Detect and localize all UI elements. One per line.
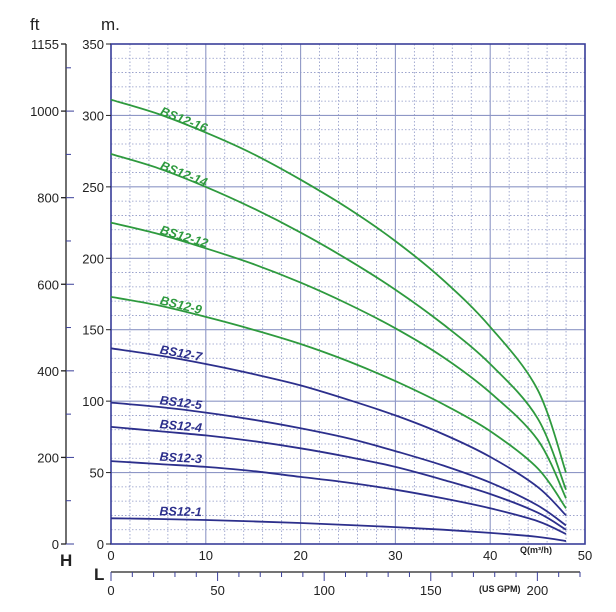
curve-bs12-12 xyxy=(110,221,567,499)
plot-background xyxy=(111,44,585,544)
curve-label-bs12-5: BS12-5 xyxy=(159,393,204,412)
tick-label-ft: 200 xyxy=(37,450,59,465)
tick-label-m: 350 xyxy=(82,37,104,52)
curve-bs12-4 xyxy=(110,426,567,531)
tick-label-ft: 1000 xyxy=(30,104,59,119)
curve-bs12-7 xyxy=(110,347,567,517)
tick-label-gpm: 200 xyxy=(527,583,549,598)
x-axis-gpm: 0 50 100 150 200 xyxy=(107,571,581,598)
tick-label-gpm: 100 xyxy=(313,583,335,598)
tick-label-m: 100 xyxy=(82,394,104,409)
tick-label-m: 200 xyxy=(82,251,104,266)
curve-bs12-9 xyxy=(110,296,567,509)
tick-label-ft: 600 xyxy=(37,277,59,292)
length-letter: L xyxy=(94,565,104,584)
tick-label-m: 150 xyxy=(82,323,104,338)
y-axis-feet: 0 200 400 600 800 1000 1155 xyxy=(30,37,74,552)
curve-label-bs12-1: BS12-1 xyxy=(159,504,202,519)
tick-label-ft: 1155 xyxy=(31,37,59,52)
curve-bs12-14 xyxy=(110,153,567,491)
flow-unit-label: Q(m³/h) xyxy=(520,545,552,555)
tick-label-flow: 20 xyxy=(293,548,307,563)
curves xyxy=(110,98,567,542)
curve-bs12-1 xyxy=(110,517,567,542)
curve-label-bs12-3: BS12-3 xyxy=(159,450,202,466)
tick-label-flow: 40 xyxy=(483,548,497,563)
curve-label-bs12-4: BS12-4 xyxy=(159,417,203,435)
tick-label-m: 250 xyxy=(82,180,104,195)
curve-bs12-16 xyxy=(110,98,567,473)
curve-bs12-5 xyxy=(110,401,567,527)
x-axis-flow: 0 10 20 30 40 50 xyxy=(107,548,592,563)
tick-label-ft: 400 xyxy=(37,364,59,379)
tick-label-flow: 0 xyxy=(107,548,114,563)
y-unit-feet: ft xyxy=(30,15,40,34)
y-unit-meters: m. xyxy=(101,15,120,34)
y-axis-meters: 0 50 100 150 200 250 300 350 xyxy=(82,37,111,552)
tick-label-m: 0 xyxy=(97,537,104,552)
tick-label-gpm: 0 xyxy=(107,583,114,598)
head-letter: H xyxy=(60,551,72,570)
tick-label-ft: 800 xyxy=(37,191,59,206)
gpm-unit-label: (US GPM) xyxy=(479,584,521,594)
tick-label-m: 50 xyxy=(90,466,104,481)
tick-label-gpm: 150 xyxy=(420,583,442,598)
tick-label-ft: 0 xyxy=(52,537,59,552)
plot-frame xyxy=(110,43,586,545)
tick-label-flow: 50 xyxy=(578,548,592,563)
tick-label-m: 300 xyxy=(82,108,104,123)
curve-bs12-3 xyxy=(110,460,567,535)
tick-label-flow: 30 xyxy=(388,548,402,563)
tick-label-flow: 10 xyxy=(199,548,213,563)
tick-label-gpm: 50 xyxy=(210,583,224,598)
